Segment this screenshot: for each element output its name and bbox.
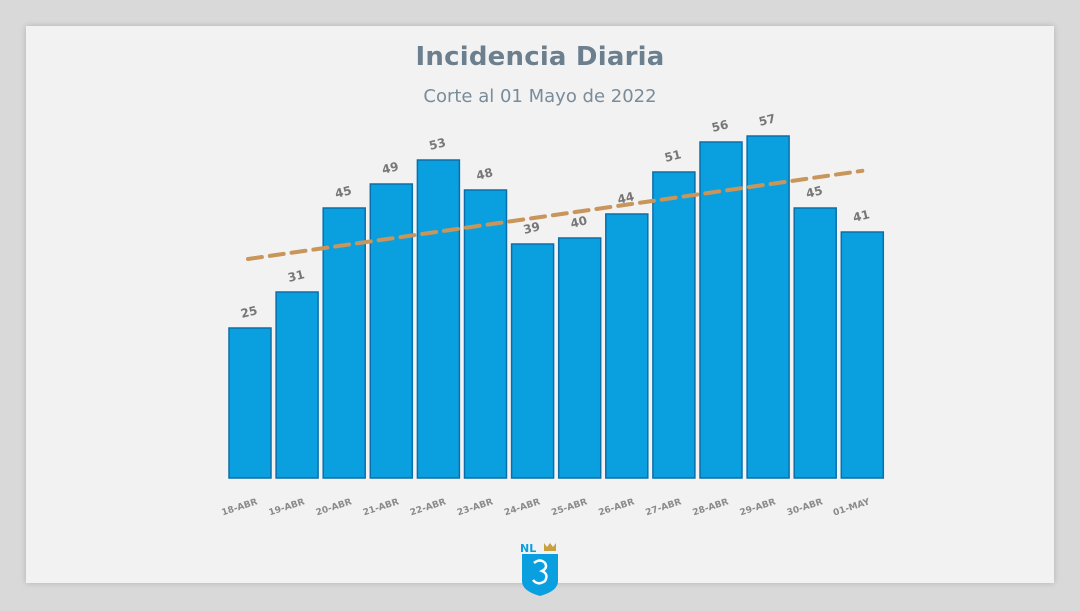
x-tick-label-30-ABR: 30-ABR [786,497,824,518]
logo-text: NL [520,542,536,555]
bar-26-ABR [605,213,649,479]
x-tick-label-20-ABR: 20-ABR [315,497,353,518]
data-label-19-ABR: 31 [286,267,306,285]
x-tick-label-22-ABR: 22-ABR [409,497,447,518]
data-label-25-ABR: 40 [569,213,589,231]
bar-25-ABR [557,237,602,479]
data-label-18-ABR: 25 [239,303,259,321]
data-label-27-ABR: 51 [663,147,683,165]
x-tick-label-23-ABR: 23-ABR [456,497,494,518]
x-tick-label-27-ABR: 27-ABR [645,497,683,518]
bar-18-ABR [228,327,272,479]
bar-27-ABR [652,171,696,479]
data-label-24-ABR: 39 [522,219,542,237]
data-label-29-ABR: 57 [757,111,777,129]
data-label-22-ABR: 53 [428,135,448,153]
data-label-01-MAY: 41 [852,207,872,225]
x-tick-label-18-ABR: 18-ABR [221,497,259,518]
bar-19-ABR [275,291,319,479]
x-tick-label-01-MAY: 01-MAY [832,497,872,518]
x-tick-label-25-ABR: 25-ABR [550,497,588,518]
x-tick-label-24-ABR: 24-ABR [503,497,541,518]
trend-line [246,168,865,261]
data-label-21-ABR: 49 [381,159,401,177]
nuevo-leon-shield-icon: NL [520,542,558,596]
data-label-23-ABR: 48 [475,165,495,183]
chart-subtitle: Corte al 01 Mayo de 2022 [423,86,657,107]
x-tick-label-19-ABR: 19-ABR [268,497,306,518]
x-tick-label-26-ABR: 26-ABR [597,497,635,518]
x-tick-label-29-ABR: 29-ABR [739,497,777,518]
bar-21-ABR [369,183,414,479]
chart-title: Incidencia Diaria [415,42,665,72]
x-tick-label-28-ABR: 28-ABR [692,497,730,518]
data-label-20-ABR: 45 [333,183,353,201]
bar-22-ABR [416,159,461,479]
bar-30-ABR [793,207,837,479]
bar-20-ABR [322,207,366,479]
bar-28-ABR [699,141,743,479]
bar-23-ABR [463,189,508,479]
data-label-28-ABR: 56 [710,117,730,135]
bar-24-ABR [510,243,555,479]
x-tick-label-21-ABR: 21-ABR [362,497,400,518]
data-label-30-ABR: 45 [804,183,824,201]
bar-29-ABR [746,135,790,479]
bar-01-MAY [840,231,885,479]
